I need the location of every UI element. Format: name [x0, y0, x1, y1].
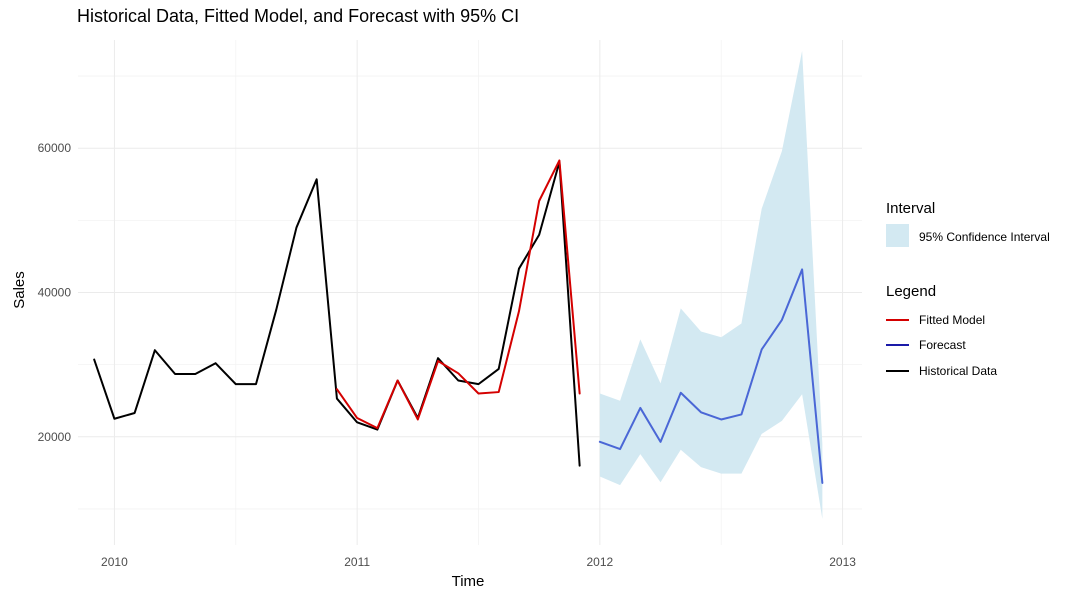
legend-key-confidence-interval: [886, 224, 909, 247]
legend-label-forecast: Forecast: [919, 338, 966, 352]
y-tick-label: 20000: [38, 430, 72, 444]
series-line-fitted-model: [335, 159, 581, 430]
x-tick-label: 2013: [829, 555, 856, 569]
series-layer: [93, 159, 824, 484]
x-axis-ticks: 2010 2011 2012 2013: [101, 555, 856, 569]
legend-label-historical-data: Historical Data: [919, 364, 997, 378]
series-line-forecast: [598, 268, 824, 484]
legend: Interval 95% Confidence Interval Legend Fit…: [886, 200, 1050, 378]
y-axis-title: Sales: [11, 271, 28, 309]
series-line-historical-data: [93, 160, 581, 467]
x-tick-label: 2011: [344, 555, 370, 569]
legend-title-interval: Interval: [886, 200, 935, 217]
confidence-band: [599, 50, 823, 520]
x-tick-label: 2010: [101, 555, 128, 569]
y-axis-ticks: 20000 40000 60000: [38, 141, 72, 444]
y-tick-label: 60000: [38, 141, 72, 155]
legend-label-confidence-interval: 95% Confidence Interval: [919, 230, 1050, 244]
x-tick-label: 2012: [587, 555, 614, 569]
legend-label-fitted-model: Fitted Model: [919, 313, 985, 327]
chart-title: Historical Data, Fitted Model, and Forec…: [77, 6, 519, 26]
confidence-band-layer: [599, 50, 823, 520]
x-axis-title: Time: [452, 573, 485, 589]
legend-title-lines: Legend: [886, 283, 936, 300]
y-tick-label: 40000: [38, 286, 72, 300]
grid: [78, 40, 862, 545]
